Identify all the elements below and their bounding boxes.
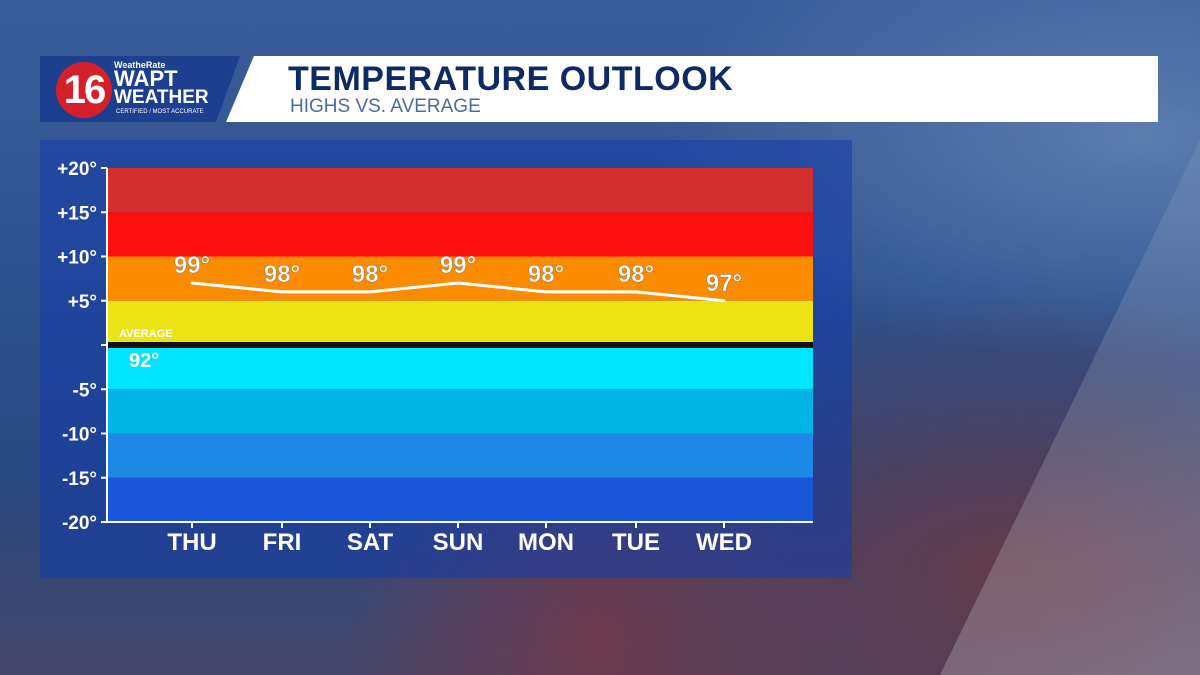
logo-number: 16 (56, 62, 112, 118)
station-logo: 16 WeatheRate WAPT WEATHER CERTIFIED / M… (40, 56, 240, 122)
data-label: 99° (440, 252, 476, 279)
y-tick-label: +10° (57, 248, 97, 269)
data-point (722, 299, 726, 303)
logo-top-text: WeatheRate (114, 60, 166, 70)
page-title: TEMPERATURE OUTLOOK (288, 60, 734, 98)
data-point (456, 281, 460, 285)
data-point (544, 290, 548, 294)
x-tick-label: MON (518, 529, 574, 556)
data-label: 98° (264, 261, 300, 288)
average-line (107, 342, 813, 348)
y-tick-label: -10° (62, 425, 97, 446)
data-point (368, 290, 372, 294)
page-subtitle: HIGHS VS. AVERAGE (290, 96, 481, 117)
y-tick-label: +15° (57, 203, 97, 224)
data-point (190, 281, 194, 285)
band-2 (107, 256, 813, 301)
x-tick-label: SUN (433, 529, 484, 556)
average-label: AVERAGE (119, 328, 173, 340)
band-3 (107, 300, 813, 345)
y-tick-label: +20° (57, 159, 97, 180)
band-0 (107, 168, 813, 213)
x-tick-label: THU (167, 529, 216, 556)
data-label: 97° (706, 270, 742, 297)
data-point (280, 290, 284, 294)
logo-tagline: CERTIFIED / MOST ACCURATE (116, 109, 204, 115)
average-value-label: 92° (129, 350, 159, 372)
y-tick-label: -20° (62, 513, 97, 534)
band-6 (107, 433, 813, 478)
data-label: 99° (174, 252, 210, 279)
logo-weather-text: WEATHER (114, 87, 209, 108)
data-label: 98° (618, 261, 654, 288)
y-tick-label: -5° (73, 380, 98, 401)
header-bar: 16 WeatheRate WAPT WEATHER CERTIFIED / M… (40, 56, 1158, 122)
y-tick-label: -15° (62, 469, 97, 490)
band-5 (107, 389, 813, 434)
x-tick-label: FRI (263, 529, 302, 556)
logo-station-text: WAPT (114, 66, 178, 91)
data-point (634, 290, 638, 294)
band-1 (107, 212, 813, 257)
y-tick-label: +5° (68, 292, 97, 313)
x-tick-label: TUE (612, 529, 660, 556)
data-label: 98° (352, 261, 388, 288)
x-tick-label: SAT (347, 529, 394, 556)
data-label: 98° (528, 261, 564, 288)
title-box: TEMPERATURE OUTLOOK HIGHS VS. AVERAGE (226, 56, 1158, 122)
band-7 (107, 477, 813, 522)
band-4 (107, 345, 813, 390)
x-tick-label: WED (696, 529, 752, 556)
